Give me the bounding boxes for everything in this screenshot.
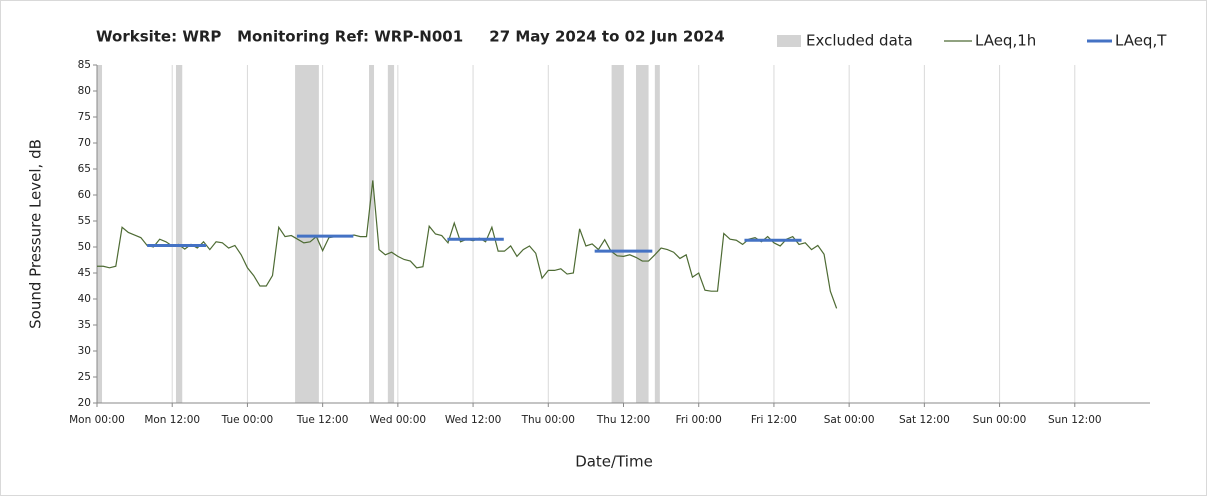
x-tick-label: Wed 12:00 — [445, 414, 502, 426]
x-tick-label: Thu 00:00 — [521, 414, 575, 426]
y-tick-label: 45 — [78, 267, 91, 279]
legend-swatch — [777, 35, 801, 47]
legend-label: LAeq,T — [1115, 32, 1167, 50]
y-tick-label: 20 — [78, 397, 91, 409]
x-tick-label: Wed 00:00 — [370, 414, 427, 426]
legend-label: Excluded data — [806, 32, 913, 50]
excluded-band — [175, 65, 183, 403]
y-tick-label: 55 — [78, 215, 91, 227]
x-tick-label: Fri 12:00 — [751, 414, 797, 426]
x-axis-label: Date/Time — [575, 453, 653, 471]
excluded-band — [387, 65, 395, 403]
chart-title: Worksite: WRP Monitoring Ref: WRP-N001 2… — [96, 28, 725, 46]
y-tick-label: 35 — [78, 319, 91, 331]
x-tick-label: Sun 12:00 — [1048, 414, 1102, 426]
excluded-band — [611, 65, 624, 403]
y-tick-label: 30 — [78, 345, 91, 357]
y-tick-label: 65 — [78, 163, 91, 175]
excluded-band — [97, 65, 103, 403]
excluded-band — [654, 65, 660, 403]
legend-label: LAeq,1h — [975, 32, 1036, 50]
x-tick-label: Sun 00:00 — [973, 414, 1027, 426]
x-tick-label: Sat 00:00 — [824, 414, 875, 426]
y-tick-label: 40 — [78, 293, 91, 305]
x-tick-label: Fri 00:00 — [676, 414, 722, 426]
y-tick-label: 80 — [78, 85, 91, 97]
x-tick-label: Tue 12:00 — [296, 414, 349, 426]
y-tick-label: 50 — [78, 241, 91, 253]
x-tick-label: Mon 00:00 — [69, 414, 125, 426]
excluded-band — [369, 65, 375, 403]
x-tick-label: Mon 12:00 — [144, 414, 200, 426]
x-tick-label: Tue 00:00 — [221, 414, 274, 426]
y-tick-label: 70 — [78, 137, 91, 149]
x-tick-label: Thu 12:00 — [596, 414, 650, 426]
excluded-band — [636, 65, 649, 403]
x-tick-label: Sat 12:00 — [899, 414, 950, 426]
excluded-band — [295, 65, 319, 403]
y-tick-label: 60 — [78, 189, 91, 201]
y-axis-label: Sound Pressure Level, dB — [27, 139, 45, 329]
y-tick-label: 25 — [78, 371, 91, 383]
y-tick-label: 85 — [78, 59, 91, 71]
y-tick-label: 75 — [78, 111, 91, 123]
